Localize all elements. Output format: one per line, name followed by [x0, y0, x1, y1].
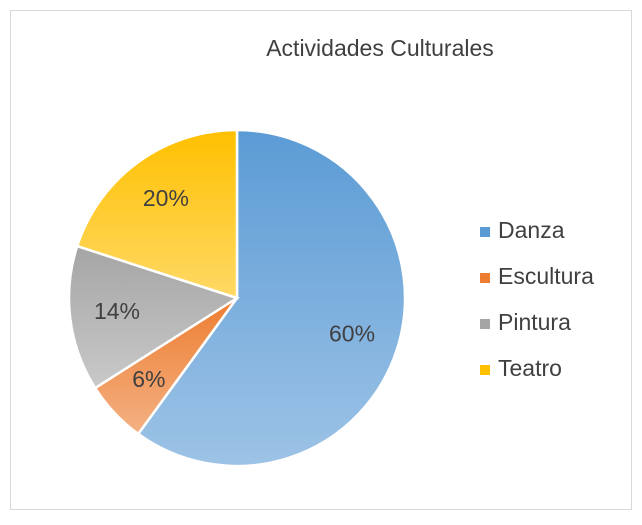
legend-swatch [480, 319, 490, 329]
legend-swatch [480, 365, 490, 375]
pie-slice [67, 244, 240, 390]
chart-title: Actividades Culturales [266, 35, 494, 61]
legend-label: Danza [498, 217, 565, 243]
pie-slice [75, 128, 239, 300]
legend-swatch [480, 273, 490, 283]
data-label: 14% [94, 298, 140, 324]
pie-slice [136, 128, 407, 468]
legend-label: Teatro [498, 355, 562, 381]
data-label: 20% [143, 185, 189, 211]
legend-label: Escultura [498, 263, 594, 289]
data-label: 60% [329, 320, 375, 346]
legend-swatch [480, 227, 490, 237]
data-label: 6% [132, 366, 165, 392]
legend-label: Pintura [498, 309, 571, 335]
